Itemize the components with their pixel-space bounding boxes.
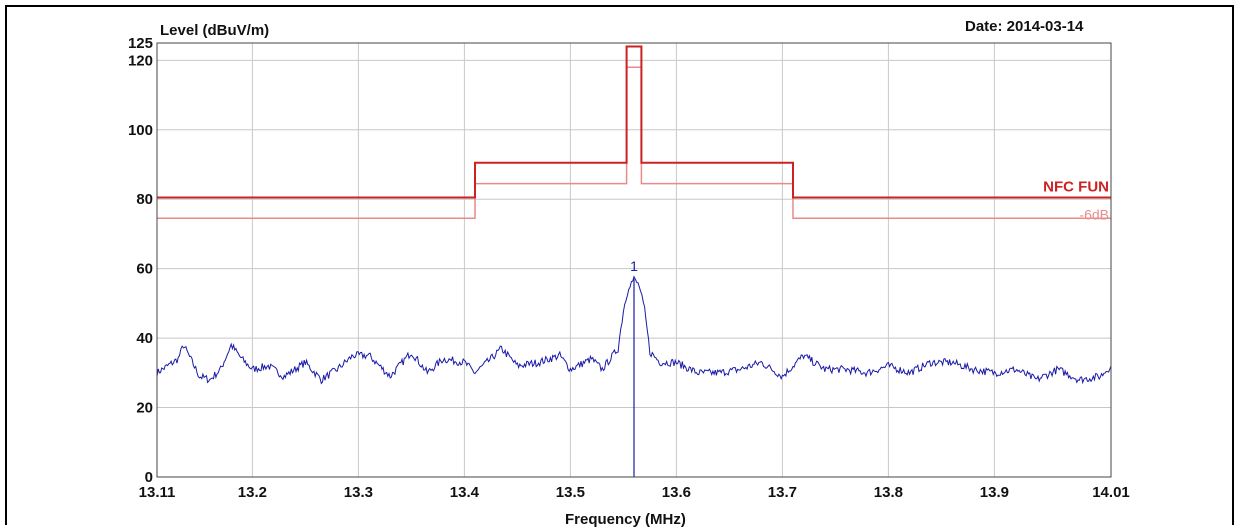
series-layer <box>156 45 1112 385</box>
chart-frame: 13.11 13.2 13.3 13.4 13.5 13.6 13.7 13.8 13.9 14.… <box>5 5 1234 528</box>
y-axis-label: Level (dBuV/m) <box>160 22 270 39</box>
x-tick-label: 13.6 <box>662 484 691 501</box>
x-tick-label: 13.3 <box>344 484 373 501</box>
x-tick-label: 13.7 <box>768 484 797 501</box>
x-tick-label: 13.5 <box>556 484 585 501</box>
x-tick-label: 13.11 <box>139 484 176 501</box>
limit-label-nfc-fun: NFC FUN <box>1043 179 1109 196</box>
limit-line-nfc-fun <box>157 45 1111 199</box>
annotations: 1 NFC FUN -6dB <box>630 179 1109 477</box>
marker-label: 1 <box>630 258 638 274</box>
x-tick-label: 14.01 <box>1092 484 1130 501</box>
x-tick-label: 13.8 <box>874 484 903 501</box>
plot-border <box>156 42 1112 478</box>
y-tick-label: 0 <box>145 469 153 486</box>
y-tick-label: 80 <box>136 191 153 208</box>
y-tick-label: 100 <box>128 122 153 139</box>
tick-labels: 13.11 13.2 13.3 13.4 13.5 13.6 13.7 13.8 13.9 14.… <box>128 35 1130 501</box>
measurement-trace <box>156 275 1112 385</box>
limit-line-minus-6db <box>157 66 1111 220</box>
limit-label-minus-6db: -6dB <box>1079 206 1109 222</box>
y-tick-label: 20 <box>136 400 153 417</box>
y-tick-label: 40 <box>136 330 153 347</box>
y-tick-label: 120 <box>128 52 153 69</box>
x-axis-label: Frequency (MHz) <box>565 511 686 528</box>
x-tick-label: 13.2 <box>238 484 267 501</box>
emission-chart: 13.11 13.2 13.3 13.4 13.5 13.6 13.7 13.8 13.9 14.… <box>128 35 1130 501</box>
date-label: Date: 2014-03-14 <box>965 18 1084 35</box>
x-tick-label: 13.9 <box>980 484 1009 501</box>
x-tick-label: 13.4 <box>450 484 480 501</box>
y-tick-label: 60 <box>136 261 153 278</box>
y-tick-label: 125 <box>128 35 153 52</box>
